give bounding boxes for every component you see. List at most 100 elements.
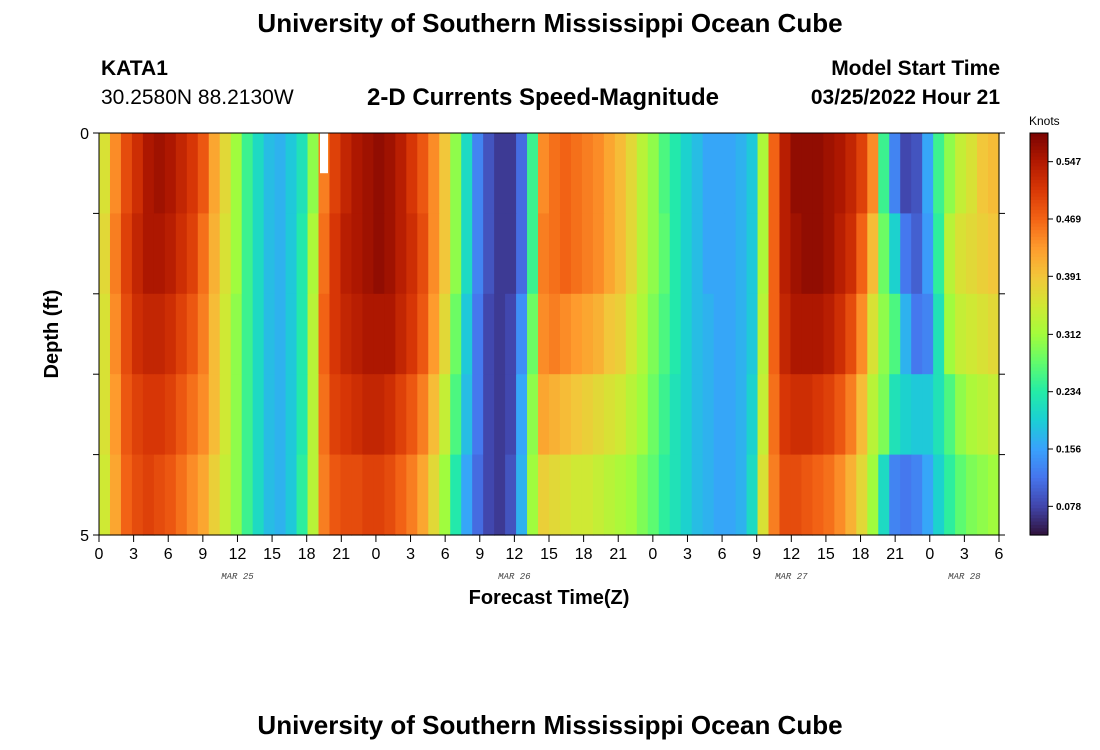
heatmap-cell [527, 374, 539, 456]
heatmap-cell [680, 374, 693, 456]
colorbar-stripe [1030, 437, 1048, 442]
heatmap-cell [955, 374, 967, 456]
colorbar-stripe [1030, 360, 1048, 365]
heatmap-cell [175, 374, 188, 456]
model-start-value: 03/25/2022 Hour 21 [810, 86, 1000, 109]
colorbar-title: Knots [1029, 114, 1060, 128]
colorbar-stripe [1030, 169, 1048, 174]
heatmap-cell [713, 213, 726, 295]
axes: 0 3 6 9 12 15 18 21 0 3 6 9 12 15 18 21 0 3 6 9 12 15 18 21 0 3 6 M… [80, 126, 1005, 582]
x-tick-label: 18 [852, 546, 870, 563]
heatmap-cell [735, 293, 748, 375]
heatmap-cell [922, 133, 934, 214]
heatmap-cell [362, 454, 374, 536]
colorbar-stripe [1030, 394, 1048, 399]
heatmap-cell [625, 293, 638, 375]
heatmap-cell [691, 374, 704, 456]
heatmap-cell [878, 374, 890, 456]
heatmap-cell [614, 133, 627, 214]
heatmap-cell [966, 133, 978, 214]
y-tick-label: 0 [80, 126, 89, 143]
heatmap-cell [527, 133, 539, 214]
heatmap-cell [230, 374, 243, 456]
colorbar-stripe [1030, 431, 1048, 436]
heatmap-cell [757, 213, 770, 295]
heatmap-cell [746, 213, 759, 295]
x-tick-label: 15 [817, 546, 835, 563]
heatmap-cell [559, 213, 572, 295]
heatmap-cell [977, 213, 989, 295]
heatmap-cell [285, 454, 298, 536]
heatmap-cell [164, 213, 177, 295]
colorbar-stripe [1030, 518, 1048, 523]
heatmap-cell [549, 374, 561, 456]
heatmap-cell [197, 454, 210, 536]
heatmap-cell [636, 293, 649, 375]
heatmap-cell [603, 213, 616, 295]
colorbar-stripe [1030, 468, 1048, 472]
heatmap-cell [538, 213, 550, 295]
heatmap-cell [395, 133, 407, 214]
heatmap-cell [867, 374, 879, 456]
heatmap-cell [735, 133, 748, 214]
heatmap-cell [329, 454, 342, 536]
heatmap-cell [230, 293, 243, 375]
colorbar-stripe [1030, 323, 1048, 328]
heatmap-cell [834, 454, 846, 536]
heatmap-cell [669, 213, 682, 295]
heatmap-cell [285, 213, 298, 295]
y-axis-label: Depth (ft) [41, 290, 63, 379]
heatmap-cell [922, 293, 934, 375]
colorbar-stripe [1030, 421, 1048, 426]
heatmap-cell [614, 454, 627, 536]
heatmap-cell [691, 213, 704, 295]
x-tick-label: 6 [718, 546, 727, 563]
colorbar-stripe [1030, 250, 1048, 255]
colorbar-stripe [1030, 347, 1048, 352]
heatmap-cell [99, 133, 111, 214]
heatmap-cell [164, 293, 177, 375]
station-id: KATA1 [101, 57, 168, 80]
heatmap-cell [559, 293, 572, 375]
x-tick-label: 9 [198, 546, 207, 563]
heatmap-cell [933, 374, 945, 456]
heatmap-cell [625, 133, 638, 214]
heatmap-cell [636, 374, 649, 456]
x-tick-label: 21 [332, 546, 350, 563]
colorbar-tick-label: 0.469 [1056, 214, 1081, 225]
heatmap-cell [647, 374, 660, 456]
heatmap-cell [988, 213, 1000, 295]
heatmap-cell [219, 133, 232, 214]
date-label: MAR 27 [775, 572, 808, 582]
heatmap-cell [669, 454, 682, 536]
heatmap-cell [702, 293, 715, 375]
heatmap-cell [977, 133, 989, 214]
heatmap-cell [450, 454, 462, 536]
heatmap-cell [428, 293, 440, 375]
heatmap-cell [241, 293, 254, 375]
heatmap-cell [175, 293, 188, 375]
heatmap-cell [241, 374, 254, 456]
heatmap-cell [461, 454, 473, 536]
heatmap-cell [505, 454, 517, 536]
colorbar-stripe [1030, 334, 1048, 338]
heatmap-cell [944, 454, 956, 536]
heatmap-cell [307, 213, 320, 295]
heatmap-cell [977, 293, 989, 375]
heatmap-cell [252, 293, 265, 375]
heatmap-cell [812, 133, 824, 214]
colorbar-stripe [1030, 193, 1048, 198]
heatmap-cell [395, 213, 407, 295]
heatmap-cell [153, 293, 166, 375]
heatmap-cell [702, 454, 715, 536]
heatmap-cell [790, 293, 803, 375]
colorbar-stripe [1030, 163, 1048, 168]
heatmap-cell [625, 374, 638, 456]
heatmap-cell [845, 133, 857, 214]
heatmap-cell [768, 374, 781, 456]
colorbar-stripe [1030, 133, 1048, 137]
heatmap-cell [494, 374, 506, 456]
heatmap-cell [735, 454, 748, 536]
heatmap-cell [801, 293, 814, 375]
heatmap-cell [329, 293, 342, 375]
